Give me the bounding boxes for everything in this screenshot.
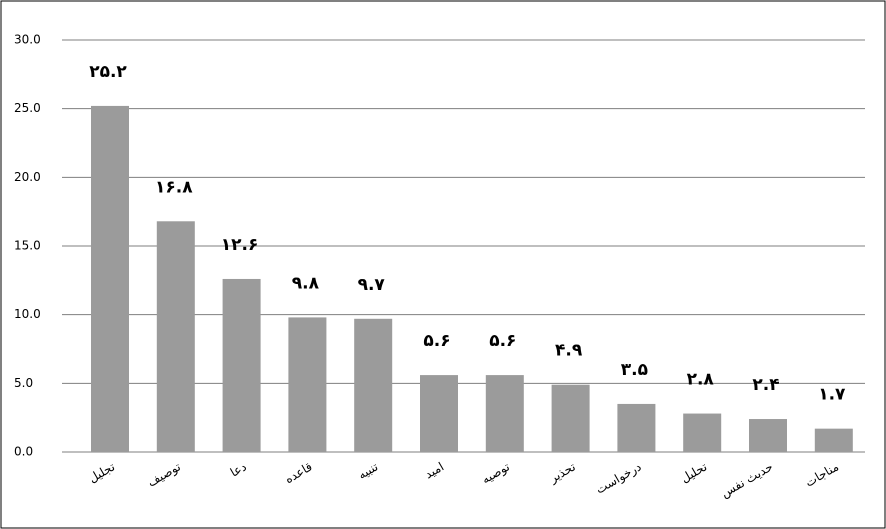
bar xyxy=(354,318,393,452)
bar xyxy=(485,375,524,452)
bar xyxy=(683,413,722,452)
y-tick-label: 25.0 xyxy=(14,101,41,115)
value-label: ۹.۸ xyxy=(292,273,320,293)
y-tick-label: 0.0 xyxy=(14,445,33,459)
value-label: ۵.۶ xyxy=(489,331,516,351)
bar xyxy=(91,105,129,453)
y-tick-label: 30.0 xyxy=(14,33,41,47)
value-label: ۱۲.۶ xyxy=(221,235,259,255)
bar xyxy=(814,428,853,452)
value-label: ۵.۶ xyxy=(423,331,450,351)
y-tick-label: 5.0 xyxy=(14,376,33,390)
value-label: ۴.۹ xyxy=(555,341,583,361)
value-label: ۲.۴ xyxy=(752,375,779,395)
bar xyxy=(288,317,327,452)
bar xyxy=(551,384,590,452)
bar xyxy=(617,403,656,452)
y-tick-label: 15.0 xyxy=(14,239,41,253)
value-label: ۱.۷ xyxy=(818,385,846,405)
value-label: ۲۵.۲ xyxy=(89,62,127,82)
bar xyxy=(222,278,261,452)
value-label: ۳.۵ xyxy=(621,360,648,380)
bar xyxy=(420,375,458,452)
y-tick-label: 10.0 xyxy=(14,307,41,321)
value-label: ۱۶.۸ xyxy=(155,177,193,197)
y-tick-label: 20.0 xyxy=(14,170,41,184)
bar xyxy=(156,221,195,452)
value-label: ۹.۷ xyxy=(358,275,386,295)
bar xyxy=(749,419,787,452)
value-label: ۲.۸ xyxy=(687,370,715,390)
